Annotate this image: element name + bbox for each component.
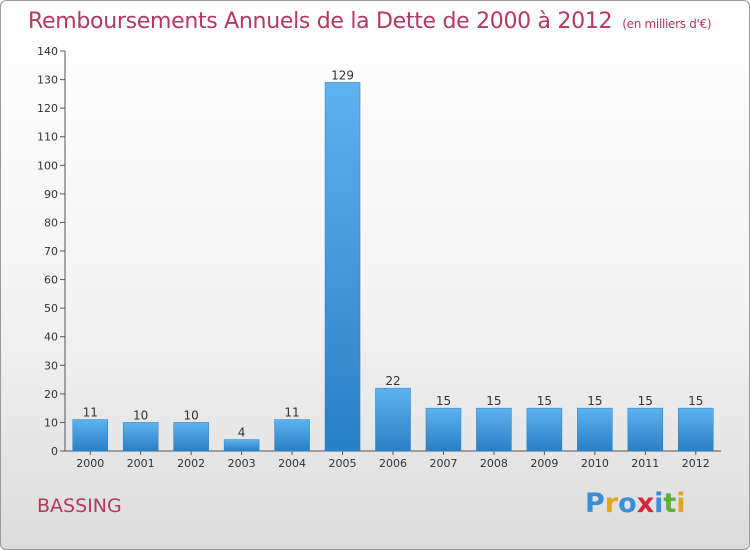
- bar-value-label: 15: [587, 394, 602, 408]
- bar: [173, 422, 209, 452]
- bar: [274, 419, 310, 452]
- logo-letter: i: [654, 488, 664, 519]
- bar: [577, 407, 613, 452]
- bar: [526, 407, 563, 452]
- y-tick-label: 0: [51, 445, 58, 458]
- bar-value-label: 11: [83, 406, 98, 420]
- y-tick-label: 50: [44, 302, 58, 315]
- x-tick-label: 2010: [581, 457, 609, 470]
- logo-letter: x: [636, 488, 655, 519]
- y-tick-label: 20: [44, 388, 58, 401]
- x-tick-label: 2008: [480, 457, 508, 470]
- proxiti-logo: Proxiti: [585, 488, 686, 519]
- logo-letter: o: [618, 488, 637, 519]
- bar-value-label: 10: [184, 408, 199, 422]
- x-tick-label: 2009: [530, 457, 558, 470]
- x-tick-label: 2007: [429, 457, 457, 470]
- bar-value-label: 15: [537, 394, 552, 408]
- bar-value-label: 15: [436, 394, 451, 408]
- chart-title-text: Remboursements Annuels de la Dette de 20…: [28, 9, 613, 34]
- y-tick-label: 90: [44, 188, 58, 201]
- logo-letter: i: [676, 488, 686, 519]
- y-tick-label: 110: [37, 131, 58, 144]
- bar-value-label: 129: [331, 68, 354, 82]
- y-tick-label: 130: [37, 74, 58, 87]
- bar-value-label: 15: [688, 394, 703, 408]
- bar-value-label: 15: [638, 394, 653, 408]
- bar: [678, 407, 714, 452]
- bar: [72, 419, 108, 452]
- y-tick-label: 80: [44, 216, 58, 229]
- y-tick-label: 140: [37, 45, 58, 58]
- bar: [324, 82, 361, 452]
- bar-value-label: 15: [486, 394, 501, 408]
- commune-name: BASSING: [37, 495, 122, 517]
- bar-value-label: 4: [238, 426, 246, 440]
- logo-letter: t: [663, 488, 677, 519]
- bar: [627, 407, 664, 452]
- chart-title: Remboursements Annuels de la Dette de 20…: [28, 9, 712, 34]
- x-tick-label: 2005: [329, 457, 357, 470]
- bar: [223, 439, 260, 452]
- bar: [476, 407, 512, 452]
- bar-value-label: 11: [284, 406, 299, 420]
- y-tick-label: 30: [44, 359, 58, 372]
- x-tick-label: 2001: [127, 457, 155, 470]
- axes: 0 10 20 30 40 50 60 70 80 90 100 110 120 130 140 2000 20…: [37, 45, 721, 470]
- bar: [122, 422, 159, 452]
- y-tick-label: 100: [37, 159, 58, 172]
- x-tick-label: 2004: [278, 457, 306, 470]
- x-tick-label: 2006: [379, 457, 407, 470]
- logo-letter: P: [585, 488, 605, 519]
- bar-value-label: 10: [133, 408, 148, 422]
- x-tick-label: 2012: [682, 457, 710, 470]
- x-tick-label: 2011: [631, 457, 659, 470]
- y-tick-label: 10: [44, 416, 58, 429]
- chart-unit: (en milliers d'€): [622, 17, 712, 31]
- y-tick-label: 70: [44, 245, 58, 258]
- bars: 11 10 10 4 11 129 22 15 15 15 15 15 15: [72, 68, 714, 452]
- y-tick-label: 40: [44, 331, 58, 344]
- logo-letter: r: [604, 488, 619, 519]
- y-tick-label: 60: [44, 274, 58, 287]
- bar: [425, 407, 462, 452]
- x-tick-label: 2002: [177, 457, 205, 470]
- y-tick-label: 120: [37, 102, 58, 115]
- bar: [375, 387, 411, 452]
- x-tick-label: 2000: [76, 457, 104, 470]
- x-tick-label: 2003: [228, 457, 256, 470]
- bar-value-label: 22: [385, 374, 400, 388]
